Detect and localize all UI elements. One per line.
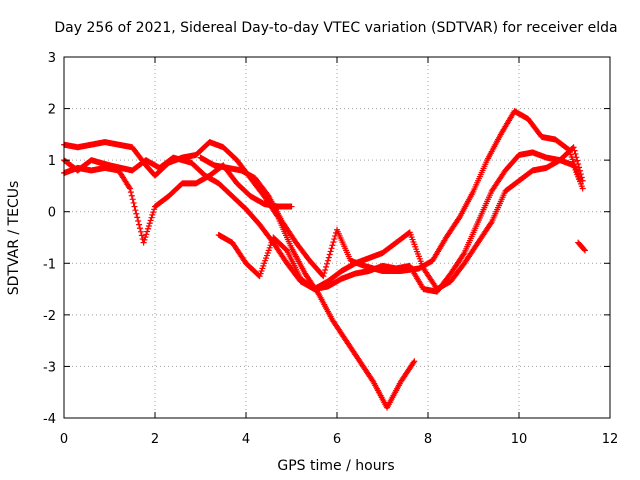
data-point (146, 220, 153, 227)
data-point (140, 239, 147, 246)
data-point (460, 251, 467, 258)
data-point (326, 251, 333, 258)
series-3 (61, 144, 586, 295)
x-tick-label: 0 (60, 432, 68, 447)
data-point (328, 245, 335, 252)
data-point (127, 189, 134, 196)
data-point (129, 196, 136, 203)
data-point (132, 207, 139, 214)
series-4 (215, 157, 586, 293)
x-tick-label: 8 (424, 432, 432, 447)
data-point (579, 185, 586, 192)
data-point (570, 144, 577, 151)
y-tick-label: -4 (43, 412, 56, 427)
data-point (323, 263, 330, 270)
data-point (581, 247, 588, 254)
data-point (577, 177, 584, 184)
x-tick-label: 12 (602, 432, 619, 447)
data-point (369, 377, 376, 384)
data-point (411, 358, 418, 365)
series-2 (61, 162, 295, 246)
data-point (581, 246, 587, 253)
data-point (322, 266, 329, 273)
data-point (288, 203, 295, 210)
data-point (571, 147, 578, 154)
data-point (487, 220, 494, 227)
data-point (131, 203, 138, 210)
data-point (135, 217, 142, 224)
y-tick-label: -1 (43, 257, 56, 272)
series-5 (197, 108, 584, 280)
data-point (325, 254, 332, 261)
x-tick-label: 2 (151, 432, 159, 447)
x-tick-label: 4 (242, 432, 250, 447)
data-point (144, 228, 151, 235)
data-point (572, 150, 579, 157)
data-point (145, 222, 152, 229)
data-point (574, 157, 581, 164)
data-point (137, 228, 144, 235)
data-point (410, 359, 417, 366)
grid (64, 57, 610, 418)
data-point (150, 209, 157, 216)
data-point (147, 217, 154, 224)
y-axis-label: SDTVAR / TECUs (6, 181, 22, 296)
data-point (149, 211, 156, 218)
data-point (141, 236, 148, 243)
data-point (151, 206, 158, 213)
y-tick-label: -2 (43, 309, 56, 324)
data-point (565, 146, 572, 153)
data-point (126, 185, 133, 192)
data-series (61, 108, 588, 411)
data-point (321, 270, 328, 277)
data-point (455, 215, 462, 222)
data-point (320, 273, 327, 280)
x-tick-label: 6 (333, 432, 341, 447)
data-point (142, 234, 149, 241)
data-point (323, 260, 330, 267)
y-tick-label: 2 (48, 103, 56, 118)
data-point (331, 236, 338, 243)
data-point (136, 221, 143, 228)
data-point (126, 184, 133, 191)
data-point (329, 242, 336, 249)
data-point (324, 257, 331, 264)
data-point (327, 248, 334, 255)
x-axis-label: GPS time / hours (277, 458, 394, 474)
data-point (136, 225, 143, 232)
x-tick-label: 10 (511, 432, 528, 447)
data-point (148, 214, 155, 221)
y-tick-label: 1 (48, 154, 56, 169)
data-point (134, 214, 141, 221)
y-tick-label: -3 (43, 360, 56, 375)
series-6 (575, 239, 588, 254)
chart-title: Day 256 of 2021, Sidereal Day-to-day VTE… (54, 20, 617, 36)
data-point (133, 210, 140, 217)
data-point (330, 239, 337, 246)
data-point (145, 225, 151, 232)
data-point (128, 192, 135, 199)
y-tick-label: 3 (48, 51, 56, 66)
data-point (138, 232, 145, 239)
y-tick-label: 0 (48, 206, 56, 221)
data-point (143, 231, 150, 238)
data-point (130, 199, 137, 206)
